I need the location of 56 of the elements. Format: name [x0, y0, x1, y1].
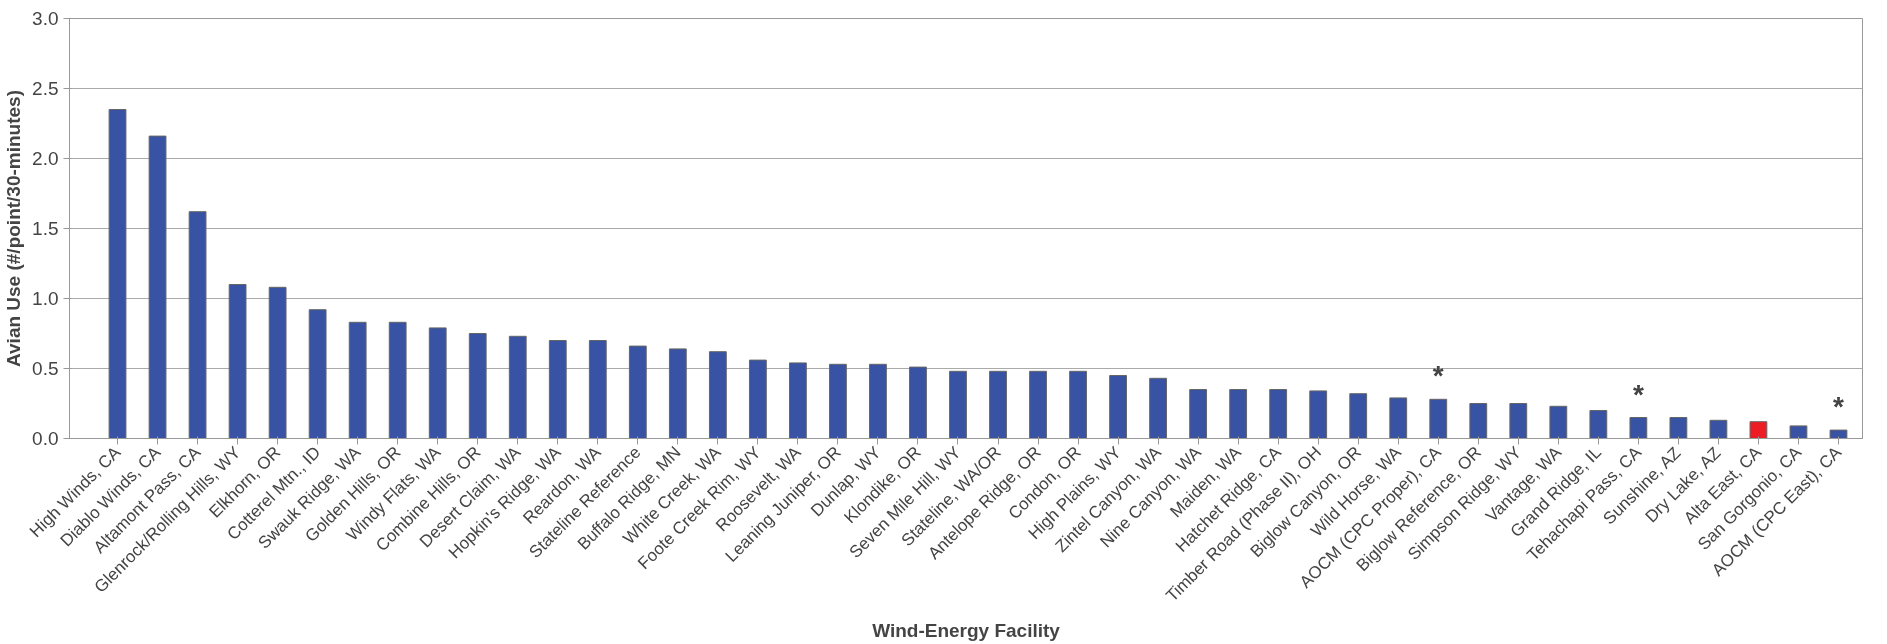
bar: [628, 345, 647, 439]
bar: [989, 370, 1007, 439]
bar: [1669, 417, 1688, 439]
bar: [1349, 393, 1368, 439]
bar: [789, 362, 807, 439]
bar: [1109, 375, 1127, 439]
y-tick-label: 2.0: [32, 148, 59, 169]
bar: [388, 321, 407, 439]
bar: [1189, 389, 1208, 439]
y-tick-label: 1.5: [32, 218, 59, 239]
bar: [228, 284, 247, 439]
y-tick-label: 0.5: [32, 358, 59, 379]
bar: [1469, 403, 1488, 439]
bar: [1269, 389, 1288, 439]
bar: [708, 351, 727, 439]
bar: [1589, 410, 1608, 439]
bar: [1749, 421, 1768, 439]
y-tick-label: 2.5: [32, 78, 59, 99]
bar: [548, 340, 567, 439]
bar: [108, 109, 127, 439]
bar: [348, 321, 367, 439]
bar: [1549, 405, 1568, 439]
bar: [308, 309, 327, 439]
bar: [1149, 377, 1168, 439]
bar: [1229, 389, 1248, 439]
bar: [869, 363, 887, 439]
bar: [1389, 397, 1408, 439]
bar: [1309, 390, 1328, 439]
bar: [1029, 370, 1047, 439]
y-axis-title: Avian Use (#/point/30-minutes): [3, 90, 25, 367]
bar: [588, 340, 607, 439]
bar: [268, 286, 287, 439]
bar: [1789, 425, 1808, 439]
annotation: *: [1632, 378, 1644, 410]
bar: [748, 359, 767, 439]
bar: [468, 333, 487, 439]
bar: [1509, 403, 1528, 439]
bar: [909, 366, 927, 439]
bar: [508, 335, 527, 439]
bar: [949, 370, 967, 439]
bar: [1429, 398, 1448, 439]
y-tick-label: 0.0: [32, 428, 59, 449]
bar: [188, 211, 207, 439]
bar: [428, 327, 447, 439]
annotation: *: [1432, 360, 1444, 392]
x-axis-title: Wind-Energy Facility: [872, 620, 1061, 642]
bar: [668, 348, 687, 439]
bar: [1629, 417, 1648, 439]
bar: [829, 363, 847, 439]
bar: [1709, 419, 1728, 439]
bar: [1829, 429, 1848, 439]
annotation: *: [1833, 391, 1845, 423]
y-tick-label: 1.0: [32, 288, 59, 309]
bar: [148, 135, 167, 439]
y-tick-label: 3.0: [32, 8, 59, 29]
bar: [1069, 370, 1087, 439]
